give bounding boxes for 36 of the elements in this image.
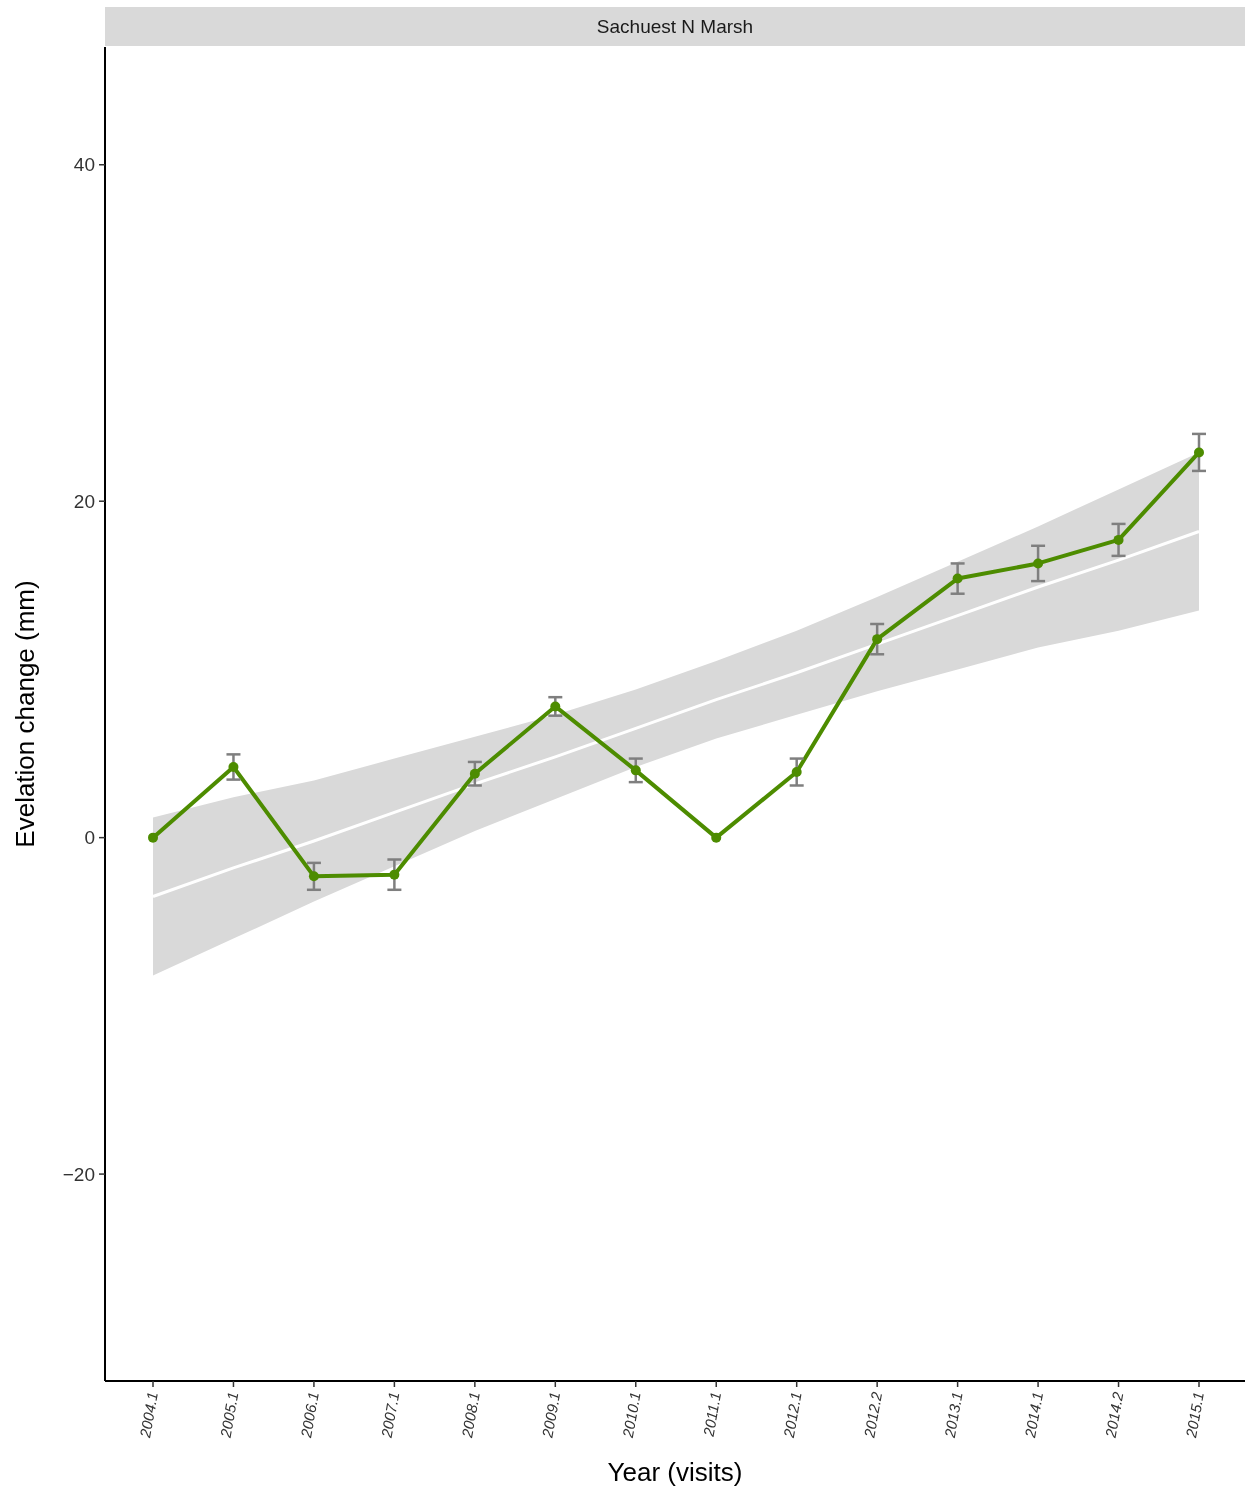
x-tick-label: 2011.1 [699,1390,725,1439]
point [389,869,400,880]
y-tick-label: 40 [73,154,95,176]
point [711,832,722,843]
x-tick-label: 2008.1 [457,1390,483,1440]
x-tick-label: 2010.1 [618,1390,644,1440]
line-series [151,529,1201,899]
point [1033,558,1044,569]
point [791,767,802,778]
point [308,871,319,882]
x-tick-label: 2014.1 [1021,1390,1047,1440]
y-tick-label: 0 [84,827,95,849]
chart-title: Sachuest N Marsh [596,16,754,37]
point [550,701,561,712]
x-axis-title: Year (visits) [607,1457,743,1487]
y-tick-label: 20 [73,490,95,512]
x-tick-label: 2004.1 [136,1390,161,1440]
point [1113,534,1124,545]
x-tick-label: 2006.1 [296,1390,322,1440]
x-tick-label: 2005.1 [216,1390,242,1440]
point [952,573,963,584]
point [469,768,480,779]
point [1194,447,1204,458]
x-tick-label: 2009.1 [538,1390,564,1440]
x-tick-label: 2012.2 [860,1389,886,1440]
x-tick-label: 2015.1 [1182,1390,1207,1440]
point [630,765,641,776]
point [228,761,239,772]
x-tick-label: 2012.1 [779,1390,805,1440]
x-tick-label: 2014.2 [1101,1389,1127,1440]
y-axis-title: Evelation change (mm) [10,580,40,848]
x-tick-label: 2007.1 [377,1390,403,1440]
x-tick-label: 2013.1 [940,1390,966,1440]
y-tick-label: −20 [62,1163,95,1185]
point [148,832,158,843]
point [872,634,883,645]
